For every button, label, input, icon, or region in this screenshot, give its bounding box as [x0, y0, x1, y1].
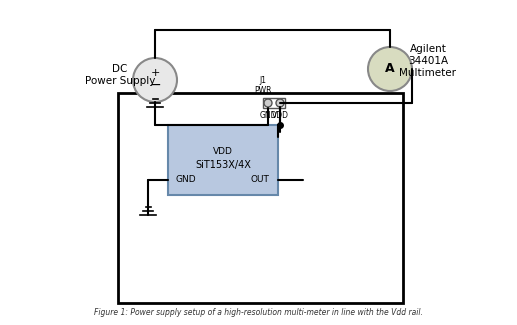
Text: A: A [385, 62, 395, 75]
Text: VDD: VDD [271, 111, 288, 120]
Text: GND: GND [259, 111, 277, 120]
Circle shape [368, 47, 412, 91]
Bar [263, 98, 285, 108]
Text: OUT: OUT [251, 176, 269, 185]
Circle shape [264, 99, 272, 107]
Text: +: + [150, 68, 160, 78]
Text: J1
PWR: J1 PWR [254, 76, 272, 95]
Text: −: − [149, 78, 161, 92]
Text: SiT153X/4X: SiT153X/4X [195, 160, 251, 170]
Bar [118, 93, 403, 303]
Circle shape [276, 99, 284, 107]
Text: GND: GND [176, 176, 196, 185]
Text: DC
Power Supply: DC Power Supply [85, 64, 155, 86]
Text: Figure 1: Power supply setup of a high-resolution multi-meter in line with the V: Figure 1: Power supply setup of a high-r… [94, 308, 422, 317]
Text: VDD: VDD [213, 148, 233, 157]
Circle shape [133, 58, 177, 102]
Bar [168, 125, 278, 195]
Text: Agilent
34401A
Multimeter: Agilent 34401A Multimeter [400, 45, 457, 78]
